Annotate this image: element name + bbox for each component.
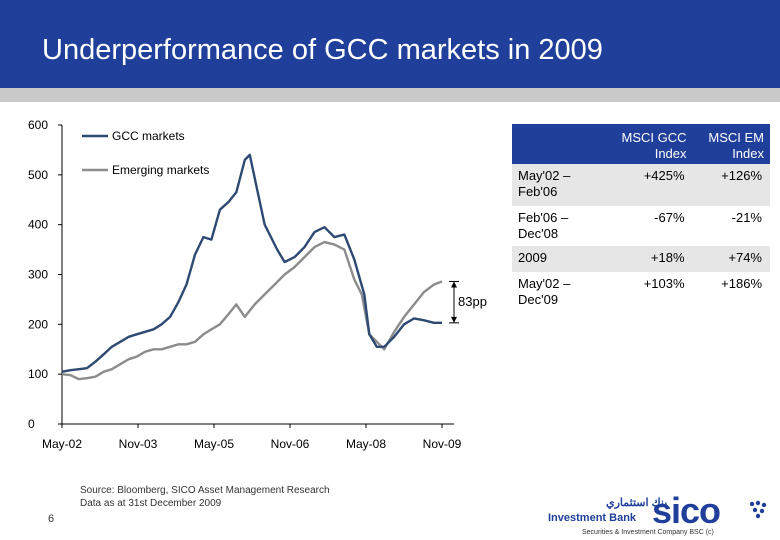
logo-company-name: Securities & Investment Company BSC (c) <box>582 529 714 536</box>
logo-brand: sico <box>652 490 721 531</box>
table-row: May'02 – Feb'06 +425% +126% <box>512 164 770 206</box>
table-header-row: MSCI GCC Index MSCI EM Index <box>512 124 770 164</box>
source-note: Source: Bloomberg, SICO Asset Management… <box>80 484 330 510</box>
em-series-line <box>61 240 443 381</box>
row-label-line: Feb'06 – <box>518 210 569 225</box>
table-row-label: May'02 – Feb'06 <box>512 164 604 206</box>
table-row: May'02 – Dec'09 +103% +186% <box>512 272 770 318</box>
table-header-em: MSCI EM Index <box>692 124 770 164</box>
row-label-line: 2009 <box>518 250 547 265</box>
table-header-gcc: MSCI GCC Index <box>604 124 693 164</box>
table-cell-gcc: -67% <box>654 210 685 225</box>
y-tick-label: 0 <box>28 417 35 431</box>
page-number: 6 <box>48 513 55 525</box>
y-tick-label: 600 <box>28 118 48 132</box>
performance-table: MSCI GCC Index MSCI EM Index May'02 – Fe… <box>512 124 770 318</box>
x-tick-label: Nov-06 <box>271 437 310 451</box>
table-header-corner <box>512 124 604 164</box>
data-date-line: Data as at 31st December 2009 <box>80 498 222 509</box>
slide-title: Underperformance of GCC markets in 2009 <box>42 34 603 66</box>
row-label-line: May'02 – <box>518 276 571 291</box>
y-tick-label: 500 <box>28 168 48 182</box>
legend-label: GCC markets <box>112 129 185 143</box>
table-header-em-line2: Index <box>732 146 764 161</box>
x-tick-label: May-02 <box>42 437 82 451</box>
gcc-series-line <box>61 153 442 373</box>
table-header-em-line1: MSCI EM <box>708 130 764 145</box>
table-cell-gcc: +425% <box>604 164 693 206</box>
table-cell-gcc: +103% <box>643 276 685 291</box>
table-row: 2009 +18% +74% <box>512 246 770 272</box>
line-chart: 0 100 200 300 400 500 600 May-02 Nov-03 May-05 Nov… <box>28 118 487 451</box>
table-row: Feb'06 – Dec'08 -67% -21% <box>512 206 770 246</box>
gap-arrow-down <box>451 316 457 323</box>
row-label-line: Dec'09 <box>518 292 559 307</box>
source-line: Source: Bloomberg, SICO Asset Management… <box>80 485 330 496</box>
table-cell-em: -21% <box>731 210 762 225</box>
row-label-line: May'02 – <box>518 168 571 183</box>
table-row-label: Feb'06 – Dec'08 <box>512 206 604 246</box>
title-bar: Underperformance of GCC markets in 2009 <box>0 0 780 88</box>
x-tick-label: Nov-09 <box>423 437 462 451</box>
logo-arabic-text: بنك استثماري <box>606 497 668 509</box>
x-tick-label: May-08 <box>346 437 386 451</box>
table-header-gcc-line1: MSCI GCC <box>621 130 687 145</box>
logo-investment-bank: Investment Bank <box>548 512 637 524</box>
table-cell-em: +186% <box>721 276 762 291</box>
y-tick-label: 400 <box>28 218 48 232</box>
legend-label: Emerging markets <box>112 163 209 177</box>
table-cell-em: +74% <box>692 246 770 272</box>
y-tick-label: 300 <box>28 268 48 282</box>
table-row-label: May'02 – Dec'09 <box>512 272 604 318</box>
logo-dots-icon <box>749 500 767 519</box>
table-cell-em: +126% <box>692 164 770 206</box>
x-tick-label: Nov-03 <box>119 437 158 451</box>
x-tick-label: May-05 <box>194 437 234 451</box>
table-row-label: 2009 <box>512 246 604 272</box>
row-label-line: Feb'06 <box>518 184 558 199</box>
row-label-line: Dec'08 <box>518 226 559 241</box>
y-tick-label: 100 <box>28 367 48 381</box>
gap-annotation-label: 83pp <box>458 294 487 309</box>
table-cell-gcc: +18% <box>604 246 693 272</box>
sico-logo: بنك استثماري Investment Bank sico Securi… <box>548 490 774 538</box>
gap-arrow-up <box>451 281 457 288</box>
table-header-gcc-line2: Index <box>654 146 687 161</box>
y-tick-label: 200 <box>28 317 48 331</box>
title-divider <box>0 88 780 102</box>
